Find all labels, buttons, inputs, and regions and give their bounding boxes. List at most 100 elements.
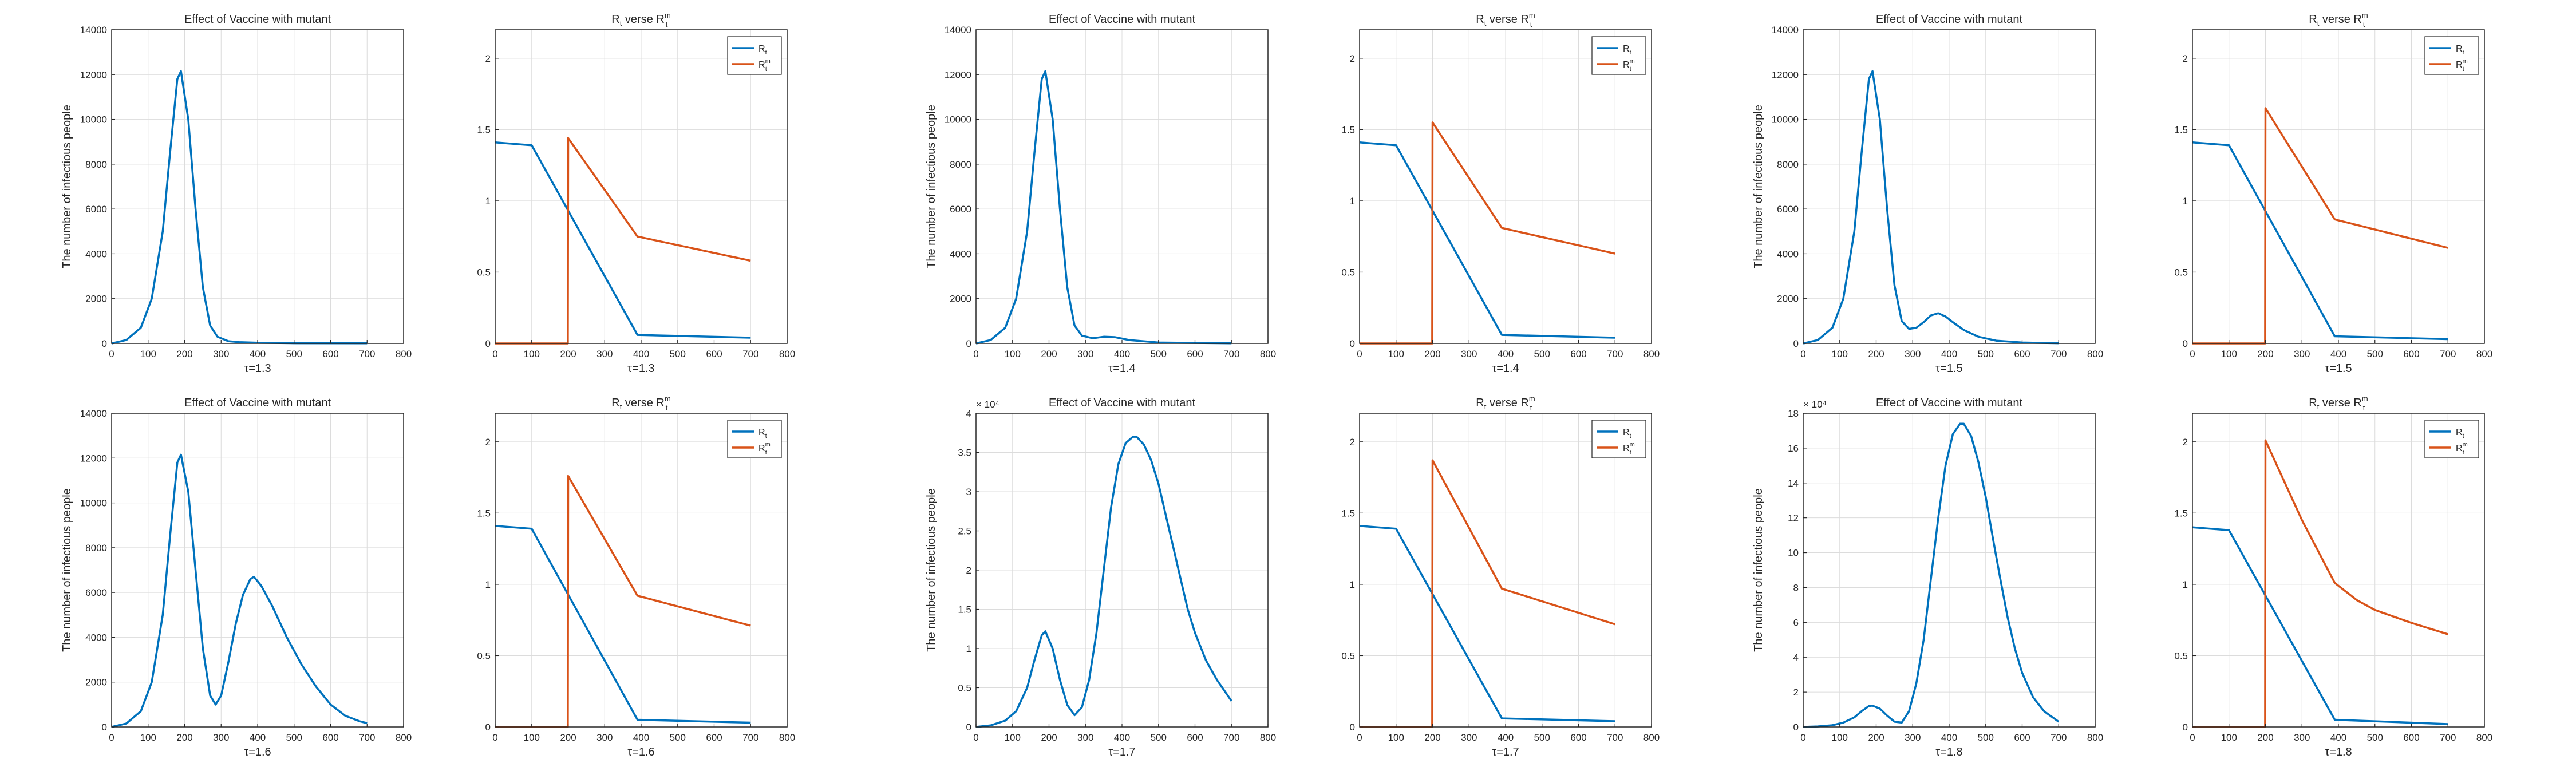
x-tick-label: 200: [176, 349, 192, 359]
y-tick-label: 0: [966, 722, 971, 733]
series-line-1: [111, 70, 368, 345]
chart-panel-11: 0 100 200 300 400 500 600 700 800 0 2 4 6 8 10 12 14 16 18…: [1752, 397, 2103, 758]
x-tick-label: 600: [2403, 349, 2419, 359]
x-tick-label: 800: [1643, 349, 1660, 359]
x-tick-label: 800: [1260, 732, 1276, 743]
x-tick-label: 600: [322, 732, 338, 743]
x-tick-label: 0: [1800, 349, 1805, 359]
x-tick-label: 0: [2190, 349, 2195, 359]
y-tick-label: 10: [1788, 548, 1799, 559]
x-tick-label: 400: [1114, 349, 1130, 359]
y-axis-label: The number of infectious people: [1752, 488, 1765, 652]
x-tick-label: 0: [109, 732, 114, 743]
series-line-1: [495, 525, 751, 724]
x-tick-label: 300: [1905, 349, 1921, 359]
y-tick-label: 6000: [85, 587, 107, 598]
x-tick-label: 0: [1357, 349, 1362, 359]
legend-label-1: Rt: [2456, 44, 2464, 56]
chart-title: Rt verse Rm t: [1476, 394, 1535, 412]
chart-title: Rt verse Rm t: [611, 11, 670, 29]
x-axis-label: τ=1.7: [1108, 746, 1135, 758]
series-line-1: [1803, 422, 2060, 728]
x-axis-label: τ=1.6: [627, 746, 654, 758]
legend-label-1: Rt: [1623, 44, 1631, 56]
x-tick-label: 300: [2294, 349, 2310, 359]
x-tick-label: 400: [250, 732, 266, 743]
y-tick-label: 0: [102, 338, 107, 349]
y-tick-label: 4: [966, 408, 971, 419]
y-tick-label: 12000: [80, 453, 107, 464]
series-line-1: [1803, 70, 2059, 345]
chart-title: Rt verse Rm t: [2309, 394, 2368, 412]
x-tick-label: 400: [633, 732, 649, 743]
y-tick-label: 1.5: [477, 124, 491, 135]
x-tick-label: 800: [2087, 732, 2103, 743]
legend-label-2: Rm t: [1623, 58, 1635, 73]
y-tick-label: 3: [966, 487, 971, 497]
y-tick-label: 1.5: [1341, 508, 1355, 519]
y-tick-label: 2: [2183, 53, 2188, 64]
y-tick-label: 18: [1788, 408, 1799, 419]
chart-title: Effect of Vaccine with mutant: [1049, 13, 1195, 26]
x-tick-label: 600: [706, 349, 722, 359]
chart-title: Rt verse Rm t: [611, 394, 670, 412]
x-tick-label: 700: [1607, 349, 1623, 359]
x-tick-label: 600: [2403, 732, 2419, 743]
x-tick-label: 500: [286, 732, 302, 743]
x-tick-label: 600: [1187, 349, 1203, 359]
y-axis-label: The number of infectious people: [925, 488, 938, 652]
chart-title: Rt verse Rm t: [2309, 11, 2368, 29]
y-tick-label: 8000: [950, 159, 971, 170]
y-tick-label: 1.5: [477, 508, 491, 519]
y-tick-label: 0: [1350, 338, 1355, 349]
x-tick-label: 700: [2050, 349, 2067, 359]
chart-title: Effect of Vaccine with mutant: [184, 13, 331, 26]
y-tick-label: 10000: [945, 114, 971, 125]
y-tick-label: 10000: [80, 498, 107, 509]
x-tick-label: 200: [1424, 349, 1440, 359]
chart-panel-3: 0 100 200 300 400 500 600 700 800020004000600080…: [925, 13, 1276, 375]
y-tick-label: 0.5: [1341, 650, 1355, 661]
chart-title: Rt verse Rm t: [1476, 11, 1535, 29]
x-tick-label: 400: [633, 349, 649, 359]
x-tick-label: 400: [1941, 732, 1957, 743]
y-tick-label: 4000: [950, 248, 971, 259]
series-line-1: [2192, 526, 2448, 725]
y-tick-label: 14: [1788, 478, 1799, 489]
x-tick-label: 400: [250, 349, 266, 359]
legend-label-2: Rm t: [1623, 441, 1635, 456]
x-tick-label: 700: [2440, 732, 2456, 743]
series-line-1: [1359, 525, 1615, 722]
chart-panel-8: 0 100 200 300 400 500 600 700 800 0 0.5 1 1.5 2 Rt ver…: [477, 394, 795, 758]
x-tick-label: 0: [1800, 732, 1805, 743]
legend-label-2: Rm t: [2456, 441, 2468, 456]
x-tick-label: 300: [213, 349, 229, 359]
x-tick-label: 0: [973, 349, 978, 359]
x-tick-label: 800: [396, 349, 412, 359]
x-tick-label: 0: [109, 349, 114, 359]
y-tick-label: 2: [485, 437, 491, 448]
series-line-1: [975, 436, 1232, 728]
y-tick-label: 14000: [945, 25, 971, 35]
legend-box: [2424, 420, 2479, 458]
x-axis-label: τ=1.8: [1935, 746, 1962, 758]
y-tick-label: 4: [1793, 652, 1799, 663]
legend-box: [727, 36, 782, 75]
x-tick-label: 100: [2221, 349, 2237, 359]
y-scale-label: × 10⁴: [1803, 399, 1827, 410]
x-tick-label: 300: [1077, 349, 1093, 359]
y-tick-label: 12000: [1772, 69, 1799, 80]
x-tick-label: 100: [1388, 732, 1404, 743]
y-tick-label: 10000: [1772, 114, 1799, 125]
x-tick-label: 500: [670, 732, 686, 743]
x-tick-label: 800: [1260, 349, 1276, 359]
chart-panel-12: 0 100 200 300 400 500 600 700 800 0 0.5 1 1.5 2 Rt ver…: [2174, 394, 2492, 758]
x-tick-label: 600: [1570, 732, 1586, 743]
x-tick-label: 400: [2330, 349, 2346, 359]
x-axis-label: τ=1.8: [2325, 746, 2352, 758]
y-tick-label: 0: [1793, 338, 1799, 349]
legend-label-1: Rt: [2456, 428, 2464, 440]
x-tick-label: 0: [1357, 732, 1362, 743]
